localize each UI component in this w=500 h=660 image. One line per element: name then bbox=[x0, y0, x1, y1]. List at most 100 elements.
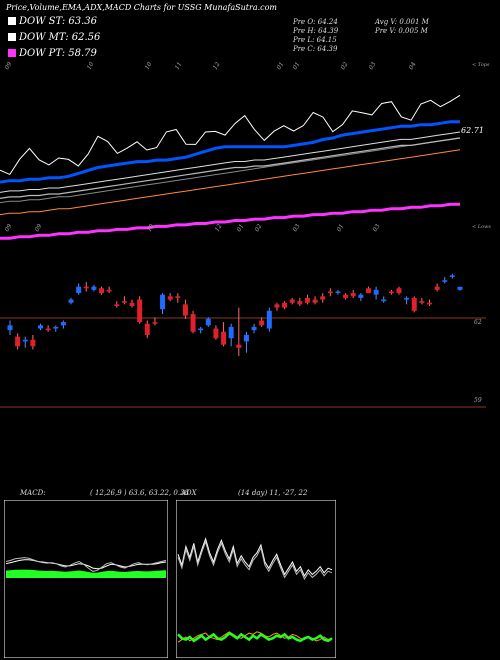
candle-body bbox=[426, 302, 432, 305]
candle-body bbox=[236, 344, 242, 348]
macd-label: MACD: bbox=[20, 489, 46, 497]
top-month-label: 01 bbox=[276, 61, 286, 71]
candle-body bbox=[243, 334, 249, 342]
mid-month-label: 09 bbox=[34, 223, 44, 233]
candle-body bbox=[388, 291, 394, 294]
candle-body bbox=[205, 318, 211, 326]
di-plus-line bbox=[177, 631, 333, 643]
candle-body bbox=[434, 286, 440, 290]
top-month-label: 12 bbox=[212, 61, 222, 71]
adx-label: ADX bbox=[181, 489, 197, 497]
candle-body bbox=[297, 301, 303, 305]
legend-dow-pt-label: DOW PT: 58.79 bbox=[19, 48, 97, 59]
stat-pre-high: Pre H: 64.39 bbox=[293, 27, 339, 35]
mid-month-label: 09 bbox=[4, 223, 14, 233]
stat-pre-open: Pre O: 64.24 bbox=[293, 18, 338, 26]
macd-histogram bbox=[6, 569, 166, 578]
candle-body bbox=[335, 291, 341, 293]
adx-frame bbox=[176, 500, 336, 658]
candle-body bbox=[365, 288, 371, 294]
candle-body bbox=[30, 339, 36, 347]
candle-body bbox=[442, 280, 448, 282]
candle-body bbox=[457, 286, 463, 290]
ema-mid-line bbox=[0, 137, 461, 199]
top-month-label: 03 bbox=[368, 61, 378, 71]
candle-body bbox=[404, 297, 410, 300]
top-month-label: 01 bbox=[292, 61, 302, 71]
candle-body bbox=[312, 299, 318, 303]
adx-panel bbox=[176, 500, 336, 658]
candle-body bbox=[53, 326, 59, 329]
candle-body bbox=[38, 325, 44, 329]
candle-body bbox=[114, 304, 120, 306]
candle-body bbox=[175, 296, 181, 298]
mid-month-label: 03 bbox=[372, 223, 382, 233]
price-chart: 62 59 62.71 09 10 10 11 12 01 01 02 03 04 09 09 10 12 01 0… bbox=[0, 61, 491, 408]
mid-month-label: 01 bbox=[336, 223, 346, 233]
ema-pt-line bbox=[0, 202, 460, 240]
ema-blue-line bbox=[0, 120, 460, 184]
ema-mid-upper-line bbox=[0, 131, 461, 193]
legend-dow-mt: DOW MT: 62.56 bbox=[8, 32, 100, 43]
candle-body bbox=[411, 297, 417, 311]
candle-body bbox=[106, 289, 112, 292]
adx-line-shadow bbox=[177, 540, 333, 580]
level-label: 59 bbox=[474, 397, 482, 404]
candle-body bbox=[449, 275, 455, 277]
tops-label: < Tops bbox=[472, 62, 490, 68]
ema-short-line bbox=[0, 94, 461, 176]
chart-title: Price,Volume,EMA,ADX,MACD Charts for USS… bbox=[6, 3, 278, 12]
candle-body bbox=[137, 299, 143, 323]
legend-swatch-pt-icon bbox=[8, 49, 16, 57]
candle-body bbox=[274, 304, 280, 308]
top-month-label: 02 bbox=[340, 61, 350, 71]
candle-body bbox=[221, 331, 227, 345]
macd-frame bbox=[4, 500, 168, 658]
adx-params: (14 day) 11, -27, 22 bbox=[238, 489, 308, 497]
candle-body bbox=[320, 296, 326, 300]
legend-dow-st-label: DOW ST: 63.36 bbox=[19, 16, 98, 27]
candle-body bbox=[304, 297, 310, 303]
macd-line bbox=[5, 557, 167, 572]
candle-body bbox=[266, 310, 272, 329]
ema-long-upper-line bbox=[0, 137, 461, 204]
mid-month-label: 10 bbox=[146, 223, 156, 233]
top-month-label: 04 bbox=[408, 61, 418, 71]
stat-pre-volume: Pre V: 0.005 M bbox=[375, 27, 428, 35]
candle-body bbox=[76, 286, 82, 294]
stat-pre-close: Pre C: 64.39 bbox=[293, 45, 338, 53]
legend-swatch-mt-icon bbox=[8, 33, 16, 41]
candle-body bbox=[213, 328, 219, 339]
candle-body bbox=[182, 304, 188, 316]
candle-body bbox=[7, 325, 13, 331]
lows-label: < Lows bbox=[472, 224, 491, 230]
ema-long-line bbox=[0, 149, 461, 216]
top-month-label: 09 bbox=[4, 61, 14, 71]
mid-month-label: 02 bbox=[254, 223, 264, 233]
legend-swatch-st-icon bbox=[8, 17, 16, 25]
candle-body bbox=[282, 302, 288, 308]
candle-body bbox=[419, 301, 425, 303]
candle-body bbox=[68, 299, 74, 303]
candle-body bbox=[327, 291, 333, 294]
stat-avg-volume: Avg V: 0.001 M bbox=[375, 18, 429, 26]
candle-body bbox=[129, 302, 135, 306]
candle-body bbox=[350, 293, 356, 297]
candle-body bbox=[228, 326, 234, 339]
adx-line bbox=[177, 537, 333, 577]
mid-month-label: 03 bbox=[292, 223, 302, 233]
candle-body bbox=[160, 294, 166, 310]
legend-dow-mt-label: DOW MT: 62.56 bbox=[19, 32, 101, 43]
legend-dow-pt: DOW PT: 58.79 bbox=[8, 48, 97, 59]
candle-body bbox=[259, 320, 265, 326]
top-month-label: 10 bbox=[144, 61, 154, 71]
macd-params: ( 12,26,9 ) 63.6, 63.22, 0.38 bbox=[90, 489, 189, 497]
candle-body bbox=[343, 294, 349, 298]
level-label: 62 bbox=[474, 319, 482, 326]
candle-body bbox=[373, 289, 379, 295]
candle-body bbox=[190, 314, 196, 332]
ema-value-label: 62.71 bbox=[461, 126, 484, 135]
candle-body bbox=[45, 328, 51, 331]
top-month-label: 10 bbox=[86, 61, 96, 71]
candle-body bbox=[83, 286, 89, 289]
